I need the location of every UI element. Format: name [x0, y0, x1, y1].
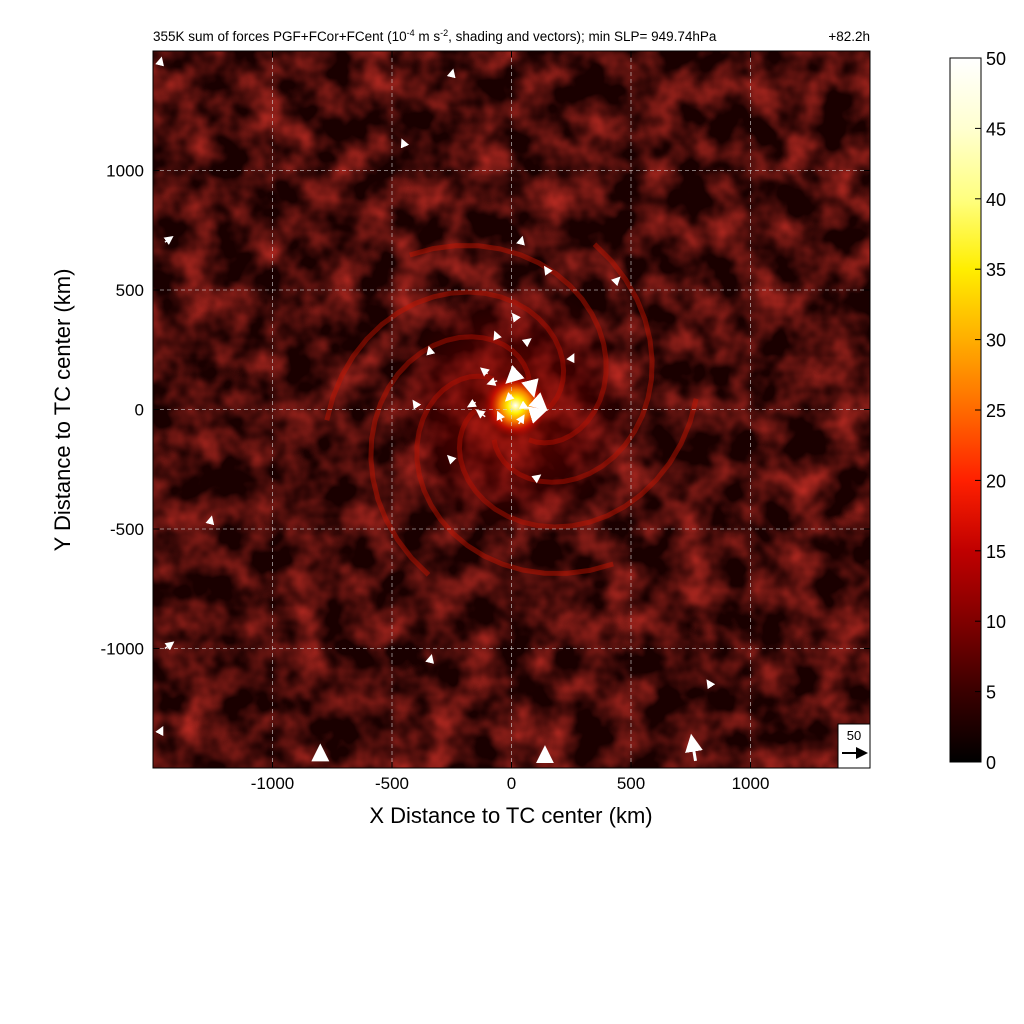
- colorbar-ticks: 0 5 10 15 20 25 30 35 40 45 50: [975, 49, 1006, 773]
- x-tick-label: -500: [375, 774, 409, 793]
- colorbar-tick-label: 40: [986, 190, 1006, 210]
- force-vector: [426, 345, 436, 356]
- colorbar-tick-label: 20: [986, 471, 1006, 491]
- vortex-core: [483, 373, 548, 438]
- force-vector: [505, 365, 525, 384]
- force-vector: [400, 138, 410, 149]
- force-vector: [164, 641, 175, 651]
- colorbar-tick-label: 35: [986, 260, 1006, 280]
- force-vector: [521, 338, 532, 348]
- force-vector: [493, 330, 502, 341]
- colorbar-tick-label: 10: [986, 612, 1006, 632]
- forecast-hour-label: +82.2h: [828, 29, 870, 44]
- y-tick-label: -500: [110, 520, 144, 539]
- force-vector: [155, 56, 164, 67]
- colorbar-tick-label: 5: [986, 683, 996, 703]
- force-vector: [610, 276, 621, 287]
- x-tick-label: 500: [617, 774, 645, 793]
- force-vector: [425, 654, 435, 664]
- x-tick-label: -1000: [251, 774, 294, 793]
- colorbar-tick-label: 0: [986, 753, 996, 773]
- colorbar-tick-label: 15: [986, 542, 1006, 562]
- force-vector: [518, 400, 530, 409]
- colorbar-tick-label: 30: [986, 331, 1006, 351]
- y-tick-label: 500: [116, 281, 144, 300]
- reference-vector-frame: [837, 723, 871, 769]
- colorbar: 0 5 10 15 20 25 30 35 40 45 50: [949, 49, 1006, 773]
- force-vector: [566, 353, 575, 364]
- y-tick-label: 0: [135, 401, 144, 420]
- force-vector: [163, 236, 174, 245]
- x-axis-ticks: -1000 -500 0 500 1000: [251, 51, 770, 793]
- force-vector: [412, 399, 422, 410]
- force-vector: [527, 406, 548, 424]
- reference-vector-box: 50: [837, 723, 871, 769]
- colorbar-tick-label: 45: [986, 119, 1006, 139]
- colorbar-tick-label: 25: [986, 401, 1006, 421]
- chart-title: 355K sum of forces PGF+FCor+FCent (10-4 …: [153, 28, 717, 44]
- force-vector: [543, 265, 553, 276]
- force-vector: [446, 454, 457, 465]
- force-vector: [511, 312, 521, 323]
- force-vector: [496, 410, 505, 422]
- force-vector: [466, 398, 477, 408]
- force-vector: [155, 725, 164, 737]
- force-vector: [516, 235, 525, 246]
- force-vector: [521, 378, 539, 398]
- x-tick-label: 0: [507, 774, 516, 793]
- y-tick-label: 1000: [106, 162, 144, 181]
- force-vector: [480, 367, 490, 377]
- y-tick-label: -1000: [101, 640, 144, 659]
- force-vector: [706, 679, 716, 690]
- y-axis-ticks: 1000 500 0 -500 -1000: [101, 162, 870, 659]
- force-vector: [531, 474, 542, 484]
- x-axis-label: X Distance to TC center (km): [369, 803, 652, 828]
- force-vector: [205, 515, 215, 526]
- force-vector: [486, 377, 498, 386]
- force-vector: [446, 68, 456, 79]
- force-vector: [528, 392, 548, 411]
- grid-lines: [153, 51, 870, 768]
- colorbar-tick-label: 50: [986, 49, 1006, 69]
- y-axis-label: Y Distance to TC center (km): [50, 269, 75, 552]
- plot-area: [153, 51, 870, 768]
- force-vector: [685, 733, 703, 762]
- force-vector: [475, 409, 486, 419]
- x-tick-label: 1000: [732, 774, 770, 793]
- reference-vector-label: 50: [847, 728, 861, 743]
- force-vector: [516, 414, 525, 425]
- force-vectors: [155, 56, 716, 764]
- force-vector: [504, 392, 515, 402]
